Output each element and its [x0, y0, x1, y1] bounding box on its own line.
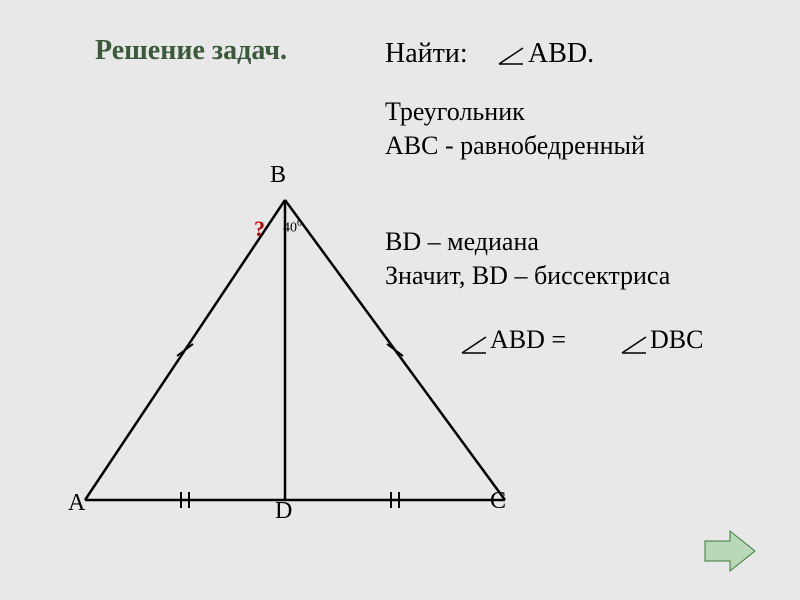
vertex-a: А	[68, 490, 85, 517]
statement-line: Треугольник	[385, 97, 525, 126]
angle-number: 40	[283, 221, 297, 236]
question-mark: ?	[254, 216, 265, 242]
angle-degree: 0	[297, 218, 302, 229]
equality-right: DBC	[650, 325, 703, 355]
next-arrow-icon[interactable]	[700, 527, 760, 575]
find-angle: АВD.	[528, 38, 594, 70]
statement-line: АВС - равнобедренный	[385, 131, 645, 160]
find-label: Найти:	[385, 38, 468, 70]
angle-icon	[495, 44, 527, 68]
vertex-d: D	[275, 498, 292, 525]
page-title: Решение задач.	[95, 35, 287, 67]
tick-bc	[387, 344, 403, 356]
tick-ab	[177, 344, 193, 356]
angle-value: 400	[283, 218, 302, 237]
angle-icon	[618, 333, 650, 357]
vertex-b: В	[270, 162, 286, 189]
vertex-c: С	[490, 488, 506, 515]
statement-isosceles: Треугольник АВС - равнобедренный	[385, 95, 645, 163]
